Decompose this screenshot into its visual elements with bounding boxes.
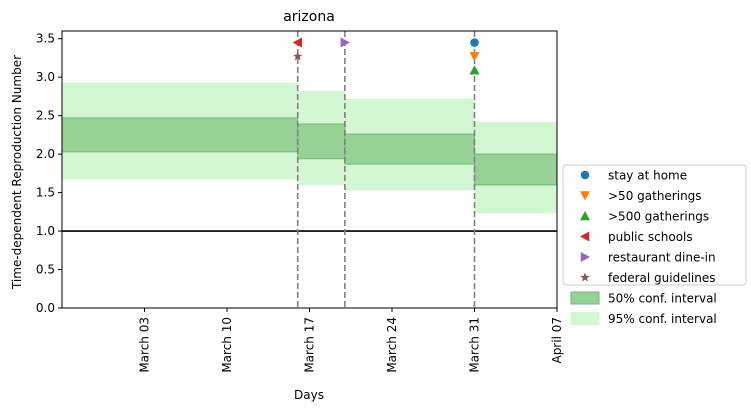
legend-marker-5: [580, 252, 590, 262]
intervention-marker-6: [292, 51, 303, 61]
ci50-band-2: [297, 123, 346, 160]
intervention-marker-1: [470, 38, 479, 47]
legend-label-8: 95% conf. interval: [608, 312, 717, 326]
y-tick-label-5: 2.0: [36, 147, 55, 161]
y-tick-label-4: 1.5: [36, 186, 55, 200]
legend-box: [562, 164, 747, 286]
legend-label-3: >500 gatherings: [608, 210, 709, 224]
intervention-marker-3: [469, 65, 480, 75]
legend-label-4: public schools: [608, 230, 693, 244]
ci50-band-4: [474, 153, 558, 186]
intervention-marker-2: [469, 52, 480, 62]
legend-patch-7: [570, 291, 600, 305]
x-tick-label-5: March 31: [468, 317, 482, 373]
y-tick-label-3: 1.0: [36, 224, 55, 238]
intervention-marker-4: [292, 37, 302, 48]
y-tick-label-6: 2.5: [36, 109, 55, 123]
legend-marker-3: [580, 211, 590, 221]
legend-marker-4: [580, 231, 590, 242]
x-tick-label-6: April 07: [550, 317, 564, 364]
ci50-band-3: [344, 133, 475, 165]
legend-label-2: >50 gatherings: [608, 189, 702, 203]
ci50-band-1: [61, 117, 299, 153]
legend-patch-8: [570, 312, 600, 325]
x-tick-label-3: March 17: [303, 317, 317, 373]
legend-label-7: 50% conf. interval: [608, 292, 717, 306]
y-tick-label-2: 0.5: [36, 263, 55, 277]
y-axis-label: Time-dependent Reproduction Number: [10, 55, 24, 290]
intervention-marker-5: [340, 37, 350, 48]
plot-area: 0.0 0.5 1.0 1.5 2.0 2.5 3.0 3.5 March 03 March 10…: [36, 30, 564, 373]
x-axis-label: Days: [294, 388, 324, 402]
legend-label-1: stay at home: [608, 169, 687, 183]
legend-marker-2: [580, 191, 590, 201]
chart-title: arizona: [283, 9, 335, 25]
y-tick-label-7: 3.0: [36, 70, 55, 84]
legend: stay at home >50 gatherings >500 gathering…: [562, 164, 747, 326]
x-tick-label-4: March 24: [385, 317, 399, 373]
x-tick-label-2: March 10: [220, 317, 234, 373]
legend-label-5: restaurant dine-in: [608, 251, 716, 265]
x-tick-label-1: March 03: [138, 317, 152, 373]
legend-marker-1: [580, 170, 590, 180]
y-tick-label-1: 0.0: [36, 301, 55, 315]
legend-marker-6: [580, 272, 590, 282]
legend-label-6: federal guidelines: [608, 271, 716, 285]
y-tick-label-8: 3.5: [36, 32, 55, 46]
